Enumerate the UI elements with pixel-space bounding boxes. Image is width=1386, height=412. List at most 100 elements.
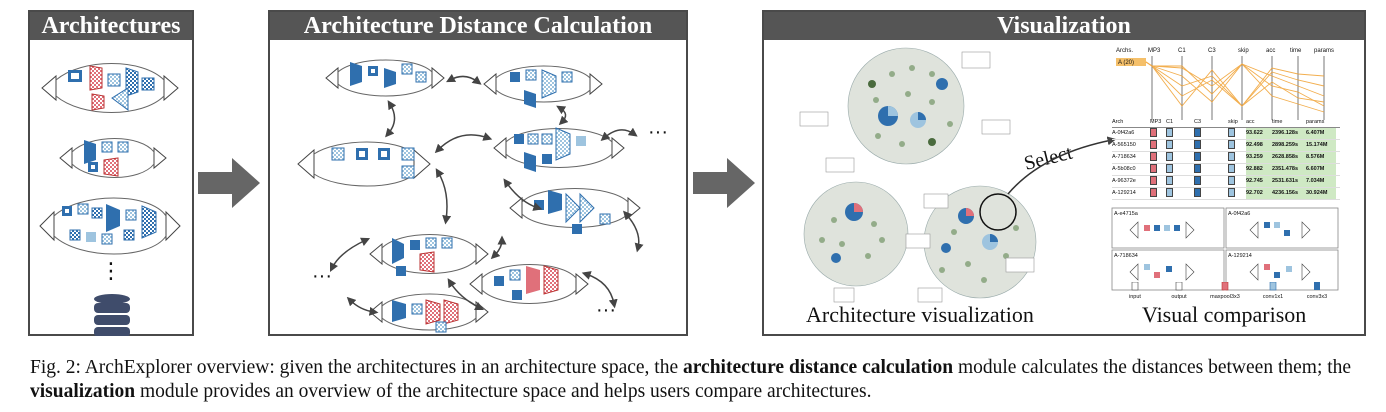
legend-label: input xyxy=(1129,294,1141,300)
table-cell: A-0f42a6 xyxy=(1112,130,1135,136)
op-swatch xyxy=(1150,152,1166,163)
table-header: Arch MP3 C1 C3 skip acc time params xyxy=(1112,118,1340,128)
ellipsis: ··· xyxy=(312,265,332,287)
card-label: A-0f42a6 xyxy=(1228,211,1250,217)
architecture-node xyxy=(483,65,603,108)
table-cell: 2898.259s xyxy=(1272,140,1306,151)
architecture-glyph xyxy=(39,197,181,255)
select-arrow xyxy=(1007,136,1117,195)
op-swatch xyxy=(1228,188,1246,199)
table-cell: 6.407M xyxy=(1306,128,1336,139)
card-label: A-129214 xyxy=(1228,253,1252,259)
table-cell: 8.576M xyxy=(1306,152,1336,163)
op-swatch xyxy=(1150,188,1166,199)
pc-axis-label: acc xyxy=(1266,48,1275,54)
table-cell: 92.745 xyxy=(1246,176,1272,187)
op-swatch xyxy=(1150,176,1166,187)
op-swatch xyxy=(1194,140,1228,151)
table-cell: 6.607M xyxy=(1306,164,1336,175)
table-cell: 2628.858s xyxy=(1272,152,1306,163)
flow-arrow-icon xyxy=(693,158,755,208)
cluster xyxy=(803,181,909,287)
table-row[interactable]: A-96372e 92.745 2531.631s 7.034M xyxy=(1112,176,1340,188)
distance-graph: ··· ··· ··· xyxy=(297,59,668,333)
table-cell: 2531.631s xyxy=(1272,176,1306,187)
op-swatch xyxy=(1194,176,1228,187)
architecture-visualization-label: Architecture visualization xyxy=(806,302,1034,327)
pc-axis-label: skip xyxy=(1238,48,1249,54)
comparison-table: Arch MP3 C1 C3 skip acc time params A-0f… xyxy=(1112,118,1340,204)
op-swatch xyxy=(1194,152,1228,163)
table-cell: A-718634 xyxy=(1112,154,1136,160)
pc-axis-label: params xyxy=(1314,48,1334,54)
op-swatch xyxy=(1166,140,1194,151)
architecture-glyph xyxy=(59,138,167,178)
table-cell: 7.034M xyxy=(1306,176,1336,187)
table-cell: 4236.156s xyxy=(1272,188,1306,199)
pc-axis-label: C3 xyxy=(1208,48,1216,54)
table-cell: A-5b08c0 xyxy=(1112,166,1136,172)
operation-legend: input output maxpool3x3 conv1x1 conv3x3 xyxy=(1129,282,1327,300)
table-row[interactable]: A-5b08c0 92.882 2351.478s 6.607M xyxy=(1112,164,1340,176)
architectures-list: ⋮ xyxy=(39,63,181,336)
parallel-coordinates: Archs. MP3 C1 C3 skip acc time params A … xyxy=(1116,48,1334,120)
table-body: A-0f42a6 93.622 2396.128s 6.407M A-565150 92.… xyxy=(1112,128,1340,200)
op-swatch xyxy=(1166,128,1194,139)
table-row[interactable]: A-565150 92.498 2898.259s 15.174M xyxy=(1112,140,1340,152)
architecture-node xyxy=(325,59,445,97)
cluster-dots xyxy=(819,65,1019,283)
op-swatch xyxy=(1150,140,1166,151)
thumbnails xyxy=(799,51,1035,303)
table-cell: 92.702 xyxy=(1246,188,1272,199)
op-swatch xyxy=(1228,164,1246,175)
op-swatch xyxy=(1150,164,1166,175)
legend-label: output xyxy=(1171,294,1187,300)
table-cell: 92.498 xyxy=(1246,140,1272,151)
table-cell: 93.622 xyxy=(1246,128,1272,139)
op-swatch xyxy=(1228,176,1246,187)
cluster xyxy=(847,47,965,165)
architecture-visualization: Select xyxy=(799,47,1117,303)
architecture-node xyxy=(369,293,489,333)
architectures-panel: Architectures xyxy=(28,10,194,336)
ellipsis: ··· xyxy=(596,299,616,321)
visual-comparison-label: Visual comparison xyxy=(1142,302,1307,327)
comparison-cards: A-e4715a A-0f42a6 A-718634 A-129214 xyxy=(1111,207,1339,291)
op-swatch xyxy=(1228,140,1246,151)
legend-label: maxpool3x3 xyxy=(1210,294,1240,300)
table-cell: 30.924M xyxy=(1306,188,1336,199)
legend-label: conv1x1 xyxy=(1263,294,1284,300)
table-cell: 92.882 xyxy=(1246,164,1272,175)
op-swatch xyxy=(1194,188,1228,199)
architecture-node xyxy=(469,264,589,304)
visualization-title: Visualization xyxy=(764,12,1364,40)
distance-title: Architecture Distance Calculation xyxy=(270,12,686,40)
architecture-node xyxy=(297,141,431,187)
pc-selected-bar xyxy=(1116,58,1146,66)
table-cell: 2351.478s xyxy=(1272,164,1306,175)
table-row[interactable]: A-129214 92.702 4236.156s 30.924M xyxy=(1112,188,1340,200)
table-cell: A-129214 xyxy=(1112,190,1136,196)
architecture-node xyxy=(493,127,625,172)
architecture-node xyxy=(509,188,641,234)
ellipsis: ··· xyxy=(648,121,668,143)
visualization-panel: Visualization xyxy=(762,10,1366,336)
architecture-glyph xyxy=(41,63,179,113)
table-row[interactable]: A-0f42a6 93.622 2396.128s 6.407M xyxy=(1112,128,1340,140)
figure-caption: Fig. 2: ArchExplorer overview: given the… xyxy=(30,357,1352,402)
table-cell: A-565150 xyxy=(1112,142,1136,148)
op-swatch xyxy=(1228,128,1246,139)
table-cell: 15.174M xyxy=(1306,140,1336,151)
card-label: A-718634 xyxy=(1114,253,1138,259)
op-swatch xyxy=(1194,164,1228,175)
card-label: A-e4715a xyxy=(1114,211,1139,217)
pc-axis-label: MP3 xyxy=(1148,48,1161,54)
op-swatch xyxy=(1166,176,1194,187)
pc-axis-label: Archs. xyxy=(1116,48,1133,54)
distance-panel: Architecture Distance Calculation xyxy=(268,10,688,336)
table-cell: 93.259 xyxy=(1246,152,1272,163)
database-icon xyxy=(94,294,130,336)
table-row[interactable]: A-718634 93.259 2628.858s 8.576M xyxy=(1112,152,1340,164)
table-cell: A-96372e xyxy=(1112,178,1136,184)
op-swatch xyxy=(1166,164,1194,175)
